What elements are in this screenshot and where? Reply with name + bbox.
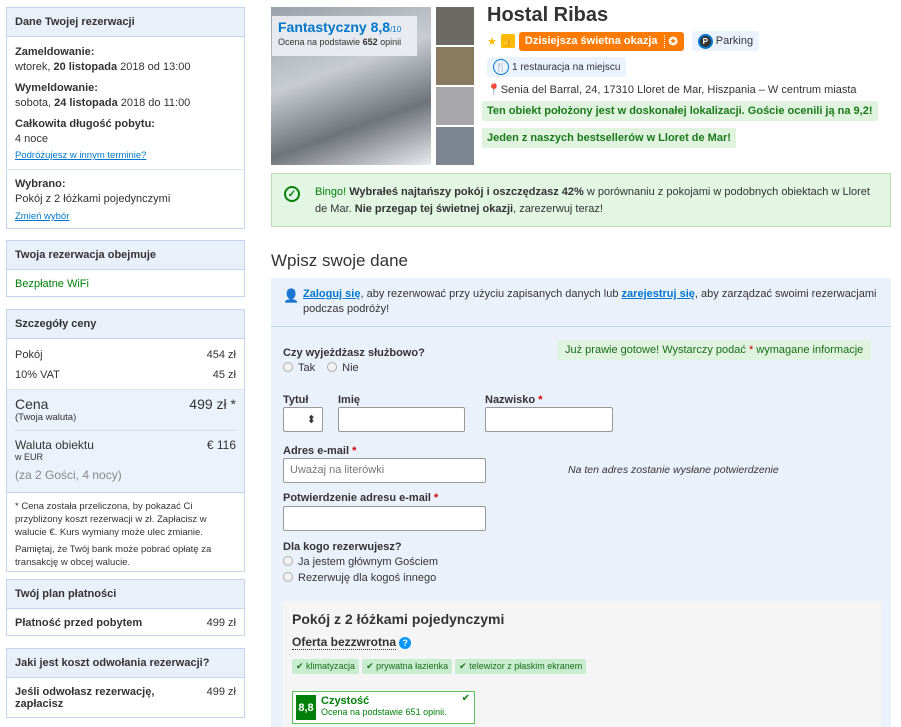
someone-else-radio[interactable]: Rezerwuję dla kogoś innego [283,572,436,584]
business-no-radio[interactable]: Nie [327,362,359,374]
location-highlight: Ten obiekt położony jest w doskonałej lo… [482,101,878,121]
length-value: 4 noce [15,133,49,145]
change-selection-link[interactable]: Zmień wybór [15,211,70,222]
selected-room: Pokój z 2 łóżkami pojedynczymi [15,193,171,205]
selected-label: Wybrano: [15,178,66,190]
lifebuoy-icon: ✪ [663,34,678,48]
business-question: Czy wyjeżdżasz służbowo? [283,347,425,359]
confirm-email-label: Potwierdzenie adresu e-mail * [283,492,439,504]
title-select[interactable]: ⬍ [283,407,323,432]
currency-note: * Cena została przeliczona, by pokazać C… [15,501,207,538]
form-title: Wpisz swoje dane [271,251,409,270]
thumbnail[interactable] [436,47,474,85]
property-currency-sub: w EUR [15,452,44,462]
cutlery-icon: 🍴 [493,59,509,75]
room-panel: Pokój z 2 łóżkami pojedynczymi Oferta be… [283,601,881,727]
booking-details-box: Dane Twojej rezerwacji Zameldowanie: wto… [6,7,245,229]
bank-note: Pamiętaj, że Twój bank może pobrać opłat… [15,544,212,568]
email-input[interactable]: Uważaj na literówki [283,458,486,483]
last-name-input[interactable] [485,407,613,432]
length-label: Całkowita długość pobytu: [15,118,155,130]
payment-plan-box: Twój plan płatności Płatność przed pobyt… [6,579,245,636]
hotel-name: Hostal Ribas [487,4,609,26]
thumbnail[interactable] [436,127,474,165]
thumbs-up-icon: 👍 [500,34,515,48]
email-label: Adres e-mail * [283,445,357,457]
check-icon: ✔ [461,693,470,704]
main-guest-radio[interactable]: Ja jestem głównym Gościem [283,556,438,568]
address: 📍Senia del Barral, 24, 17310 Lloret de M… [487,84,857,96]
title-label: Tytuł [283,394,309,406]
box-title: Twoja rezerwacja obejmuje [7,241,244,270]
last-name-label: Nazwisko * [485,394,543,406]
payment-row: Płatność przed pobytem 499 zł [15,617,236,629]
cancellation-box: Jaki jest koszt odwołania rezerwacji? Je… [6,648,245,718]
business-options: Tak Nie [283,362,359,374]
facility-tag: ✔ prywatna łazienka [362,659,453,674]
checkin-value: wtorek, 20 listopada 2018 od 13:00 [15,61,191,73]
thumbnails [436,7,474,165]
help-icon[interactable]: ? [399,637,412,649]
price-row: 10% VAT 45 zł [15,369,236,381]
thumbnail[interactable] [436,87,474,125]
first-name-input[interactable] [338,407,465,432]
box-title: Szczegóły ceny [7,310,244,339]
bestseller-highlight: Jeden z naszych bestsellerów w Lloret de… [482,128,736,148]
cancel-row: Jeśli odwołasz rezerwację, zapłacisz 499 … [15,686,236,710]
cleanliness-score: 8,8 Czystość Ocena na podstawie 651 opini… [292,691,475,724]
price-row: Pokój 454 zł [15,349,236,361]
login-prompt: 👤 Zaloguj się, aby rezerwować przy użyci… [271,278,891,327]
property-currency: Waluta obiektu € 116 [15,438,236,452]
total-price: Cena 499 zł * [15,396,236,412]
guests-nights: (za 2 Gości, 4 nocy) [15,468,122,482]
parking-icon: P [697,33,713,49]
score-badge: 8,8 [296,695,316,720]
room-name: Pokój z 2 łóżkami pojedynczymi [292,611,505,627]
business-yes-radio[interactable]: Tak [283,362,315,374]
facility-tag: ✔ telewizor z płaskim ekranem [455,659,587,674]
offer-type[interactable]: Oferta bezzwrotna [292,635,397,650]
confirm-email-input[interactable] [283,506,486,531]
login-link[interactable]: Zaloguj się [303,288,361,300]
bingo-banner: ✓ Bingo! Wybrałeś najtańszy pokój i oszc… [271,173,891,227]
checkin-label: Zameldowanie: [15,46,95,58]
almost-done-note: Już prawie gotowe! Wystarczy podać * wym… [557,340,872,360]
box-title: Twój plan płatności [7,580,244,609]
deal-badge: Dzisiejsza świetna okazja ✪ [518,31,684,51]
email-note: Na ten adres zostanie wysłane potwierdze… [568,464,779,476]
checkout-label: Wymeldowanie: [15,82,98,94]
change-dates-link[interactable]: Podróżujesz w innym terminie? [15,150,147,161]
map-pin-icon: 📍 [487,84,501,96]
checkout-value: sobota, 24 listopada 2018 do 11:00 [15,97,191,109]
box-title: Dane Twojej rezerwacji [7,8,244,37]
wifi-item: Bezpłatne WiFi [15,278,89,290]
check-circle-icon: ✓ [284,186,300,202]
user-icon: 👤 [283,288,300,303]
register-link[interactable]: zarejestruj się [621,288,695,300]
star-icon: ★ [487,35,497,48]
parking-badge: P Parking [691,31,760,51]
includes-box: Twoja rezerwacja obejmuje Bezpłatne WiFi [6,240,245,297]
first-name-label: Imię [338,394,361,406]
thumbnail[interactable] [436,7,474,45]
restaurant-badge: 🍴 1 restauracja na miejscu [487,57,627,77]
box-title: Jaki jest koszt odwołania rezerwacji? [7,649,244,678]
rating-overlay: Fantastyczny 8,8/10 Ocena na podstawie 6… [272,16,417,56]
for-whom-label: Dla kogo rezerwujesz? [283,541,402,553]
price-box: Szczegóły ceny Pokój 454 zł 10% VAT 45 zł … [6,309,245,572]
facility-tag: ✔ klimatyzacja [292,659,360,674]
hotel-main-photo[interactable]: Fantastyczny 8,8/10 Ocena na podstawie 6… [271,7,431,165]
total-sub: (Twoja waluta) [15,412,236,431]
